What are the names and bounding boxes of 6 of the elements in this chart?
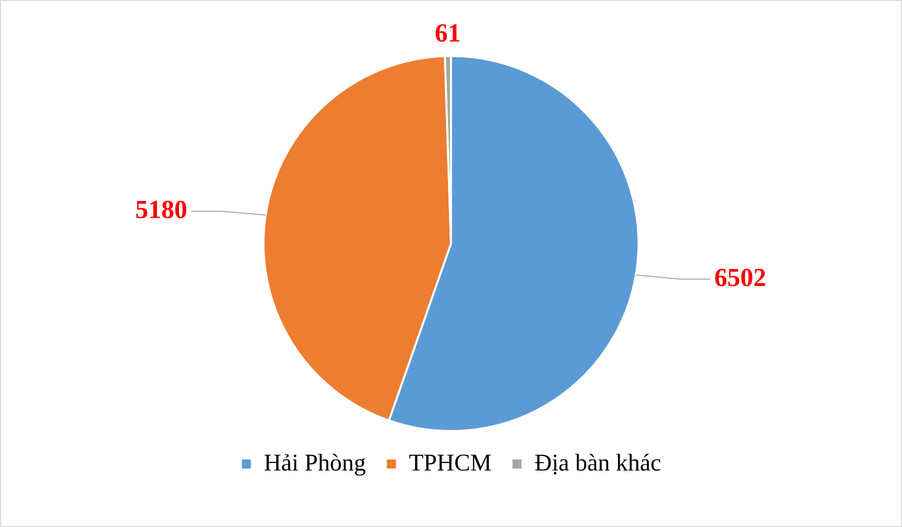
data-label: 61 (434, 18, 461, 48)
legend-label: Hải Phòng (264, 450, 366, 476)
legend-label: Địa bàn khác (534, 450, 662, 476)
data-label: 6502 (714, 262, 766, 292)
legend-label: TPHCM (408, 450, 492, 476)
data-label: 5180 (135, 194, 188, 224)
